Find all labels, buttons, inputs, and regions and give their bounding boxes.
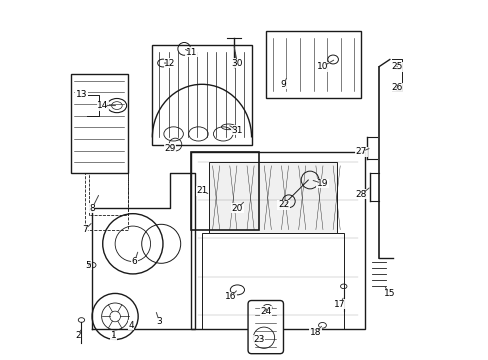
Text: 28: 28 — [355, 190, 366, 199]
Polygon shape — [209, 162, 336, 233]
Text: 14: 14 — [97, 101, 108, 110]
Text: 8: 8 — [89, 204, 95, 213]
Text: 23: 23 — [252, 335, 264, 344]
Text: 5: 5 — [85, 261, 91, 270]
Text: 24: 24 — [260, 307, 271, 316]
Text: 3: 3 — [156, 317, 162, 326]
Text: 26: 26 — [390, 84, 402, 93]
Text: 31: 31 — [231, 126, 243, 135]
Text: 13: 13 — [76, 90, 87, 99]
Text: 30: 30 — [231, 59, 243, 68]
Text: 9: 9 — [280, 80, 286, 89]
Text: 13: 13 — [76, 90, 87, 99]
Text: 2: 2 — [75, 332, 81, 341]
Text: 21: 21 — [196, 186, 207, 195]
Text: 27: 27 — [355, 147, 366, 156]
Text: 4: 4 — [128, 321, 134, 330]
Text: 22: 22 — [277, 200, 288, 209]
Text: 15: 15 — [383, 289, 395, 298]
Text: 25: 25 — [390, 62, 402, 71]
Text: 11: 11 — [185, 48, 197, 57]
Text: 20: 20 — [231, 204, 243, 213]
Polygon shape — [152, 45, 251, 145]
Text: 6: 6 — [131, 257, 137, 266]
Text: 12: 12 — [164, 59, 175, 68]
Text: 19: 19 — [316, 179, 327, 188]
Text: 10: 10 — [316, 62, 327, 71]
Text: 7: 7 — [82, 225, 88, 234]
Text: 18: 18 — [309, 328, 321, 337]
Text: 29: 29 — [164, 144, 175, 153]
Text: 16: 16 — [224, 292, 236, 301]
Text: 17: 17 — [334, 300, 345, 309]
Text: 1: 1 — [110, 332, 116, 341]
FancyBboxPatch shape — [247, 301, 283, 354]
